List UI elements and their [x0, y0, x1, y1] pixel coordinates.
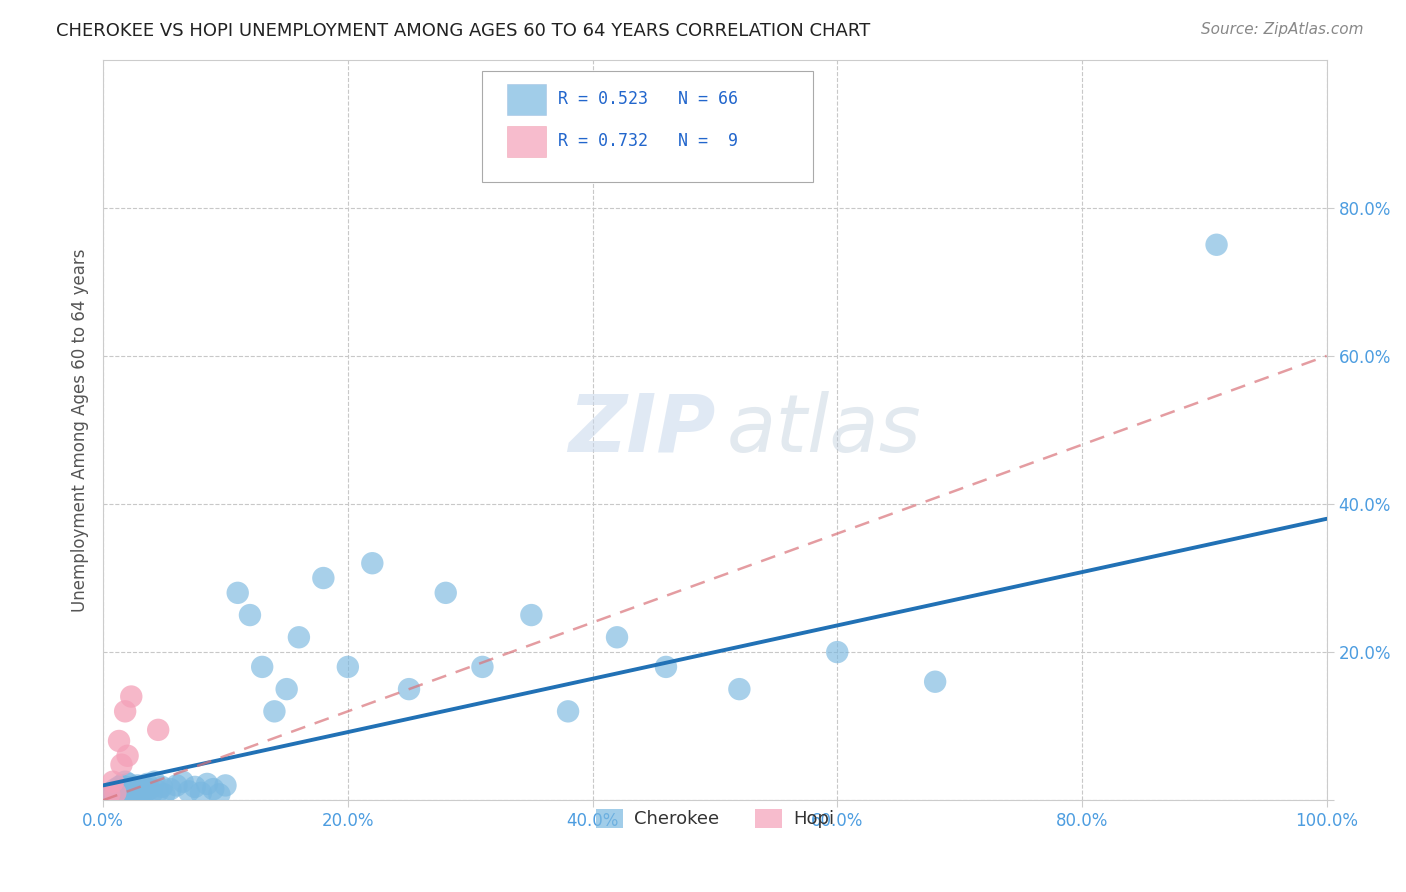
Point — [107, 784, 129, 798]
Point — [136, 777, 159, 791]
Point — [190, 786, 212, 800]
Point — [101, 774, 124, 789]
Point — [108, 780, 131, 794]
Point — [728, 682, 751, 697]
Point — [312, 571, 335, 585]
Point — [655, 660, 678, 674]
Point — [114, 774, 136, 789]
Point — [361, 556, 384, 570]
Point — [120, 690, 142, 704]
Point — [226, 586, 249, 600]
Point — [110, 787, 132, 801]
Point — [129, 782, 152, 797]
Point — [100, 786, 122, 800]
Point — [276, 682, 298, 697]
Point — [924, 674, 946, 689]
Point — [114, 786, 136, 800]
Point — [825, 645, 848, 659]
Point — [98, 789, 121, 804]
Point — [557, 704, 579, 718]
Point — [115, 780, 138, 794]
Point — [112, 782, 135, 797]
Point — [118, 784, 141, 798]
Point — [177, 784, 200, 798]
FancyBboxPatch shape — [482, 70, 813, 182]
Point — [127, 778, 149, 792]
Point — [120, 787, 142, 801]
Text: R = 0.523   N = 66: R = 0.523 N = 66 — [558, 90, 738, 108]
Legend: Cherokee, Hopi: Cherokee, Hopi — [589, 802, 841, 836]
Point — [124, 789, 146, 804]
Point — [148, 723, 170, 737]
Point — [125, 784, 148, 798]
Point — [117, 789, 139, 804]
Point — [104, 782, 127, 797]
Point — [184, 780, 207, 794]
Point — [138, 782, 160, 797]
Point — [214, 778, 236, 792]
Point — [131, 786, 153, 800]
Text: CHEROKEE VS HOPI UNEMPLOYMENT AMONG AGES 60 TO 64 YEARS CORRELATION CHART: CHEROKEE VS HOPI UNEMPLOYMENT AMONG AGES… — [56, 22, 870, 40]
Point — [208, 787, 231, 801]
Point — [122, 780, 145, 794]
Point — [172, 774, 194, 789]
Point — [202, 782, 225, 797]
Text: R = 0.732   N =  9: R = 0.732 N = 9 — [558, 132, 738, 150]
Point — [150, 780, 173, 794]
Point — [288, 630, 311, 644]
FancyBboxPatch shape — [508, 127, 546, 157]
Point — [336, 660, 359, 674]
Point — [111, 787, 134, 801]
Point — [117, 748, 139, 763]
Text: Source: ZipAtlas.com: Source: ZipAtlas.com — [1201, 22, 1364, 37]
Point — [110, 757, 132, 772]
Point — [110, 784, 132, 798]
Text: atlas: atlas — [727, 391, 922, 469]
Point — [239, 608, 262, 623]
Point — [606, 630, 628, 644]
Point — [471, 660, 494, 674]
Point — [263, 704, 285, 718]
Point — [434, 586, 457, 600]
Point — [118, 777, 141, 791]
Point — [141, 786, 163, 800]
Point — [104, 789, 127, 804]
Point — [104, 786, 127, 800]
Text: ZIP: ZIP — [568, 391, 716, 469]
Point — [153, 787, 176, 801]
Point — [128, 787, 150, 801]
Point — [166, 778, 188, 792]
Point — [250, 660, 273, 674]
Point — [101, 787, 124, 801]
Point — [134, 780, 156, 794]
Point — [110, 778, 132, 792]
Point — [398, 682, 420, 697]
Point — [98, 787, 121, 801]
Point — [159, 782, 181, 797]
Point — [195, 777, 218, 791]
Point — [520, 608, 543, 623]
Point — [148, 784, 170, 798]
Point — [108, 734, 131, 748]
Point — [1205, 237, 1227, 252]
Point — [143, 774, 166, 789]
FancyBboxPatch shape — [508, 84, 546, 115]
Point — [114, 704, 136, 718]
Point — [121, 782, 143, 797]
Y-axis label: Unemployment Among Ages 60 to 64 years: Unemployment Among Ages 60 to 64 years — [72, 248, 89, 612]
Point — [135, 784, 157, 798]
